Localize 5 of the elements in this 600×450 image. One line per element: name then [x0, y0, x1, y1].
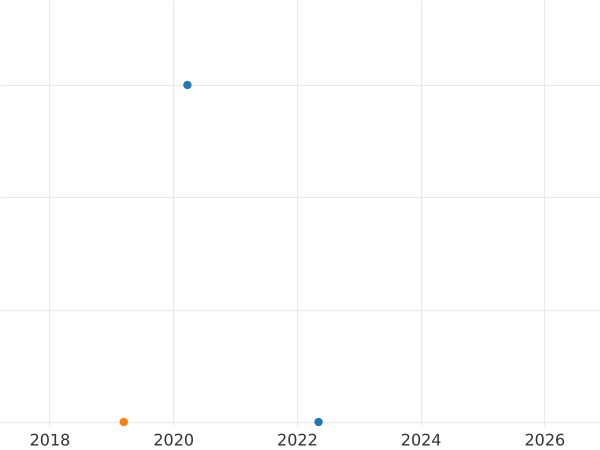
x-tick-label: 2020: [153, 430, 194, 450]
x-tick-label: 2024: [400, 430, 442, 450]
x-tick-label: 2026: [524, 430, 566, 450]
x-tick-label: 2018: [30, 430, 70, 450]
x-tick-label: 2022: [277, 430, 318, 450]
